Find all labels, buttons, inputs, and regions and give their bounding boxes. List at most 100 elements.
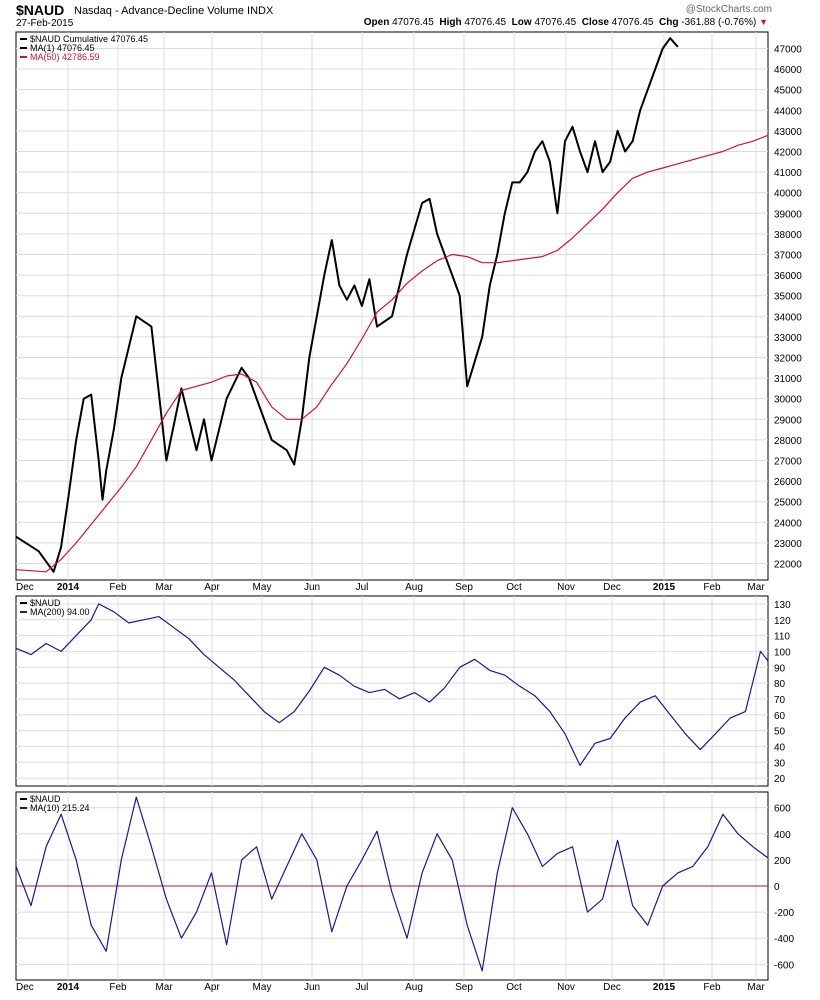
low-value: 47076.45 xyxy=(534,17,577,28)
stockcharts-watermark: @StockCharts.com xyxy=(685,4,772,15)
x-tick-label: Dec xyxy=(16,582,34,593)
y-tick-label: 40000 xyxy=(774,189,802,200)
x-tick-label: Jun xyxy=(304,582,320,593)
x-tick-label: Feb xyxy=(109,582,127,593)
y-tick-label: 28000 xyxy=(774,436,802,447)
x-tick-label: Mar xyxy=(747,582,765,593)
x-tick-label: May xyxy=(253,582,272,593)
x-tick-label: Feb xyxy=(703,982,721,993)
x-tick-label: Feb xyxy=(703,582,721,593)
x-tick-label: Dec xyxy=(603,582,621,593)
down-arrow-icon: ▼ xyxy=(759,17,768,27)
x-tick-label: Mar xyxy=(747,982,765,993)
x-tick-label: Dec xyxy=(603,982,621,993)
x-tick-label: Jul xyxy=(356,582,369,593)
y-tick-label: 80 xyxy=(774,679,786,690)
series-line-ma-50- xyxy=(15,134,769,573)
y-tick-label: 46000 xyxy=(774,65,802,76)
panel-ma200: 20 30 40 50 60 70 80 90 100 110 120 130 $NAUDMA(200)… xyxy=(15,595,791,787)
y-tick-label: 50 xyxy=(774,727,786,738)
y-tick-label: 34000 xyxy=(774,312,802,323)
y-tick-label: 200 xyxy=(774,856,791,867)
y-tick-label: 43000 xyxy=(774,127,802,138)
y-tick-label: 26000 xyxy=(774,477,802,488)
series-line--naud-cumulative xyxy=(15,37,679,573)
x-tick-label: Nov xyxy=(557,582,575,593)
x-tick-label: 2015 xyxy=(653,982,676,993)
x-tick-label: Jul xyxy=(356,982,369,993)
x-tick-label: Oct xyxy=(506,982,522,993)
x-tick-label: Mar xyxy=(155,982,173,993)
y-tick-label: 32000 xyxy=(774,354,802,365)
y-tick-label: 37000 xyxy=(774,250,802,261)
y-tick-label: 36000 xyxy=(774,271,802,282)
y-tick-label: 600 xyxy=(774,804,791,815)
x-tick-label: Dec xyxy=(16,982,34,993)
legend-entry: MA(10) 215.24 xyxy=(30,803,90,813)
legend-entry: $NAUD xyxy=(30,598,61,608)
panel-frame xyxy=(15,31,769,581)
legend-entry: $NAUD xyxy=(30,794,61,804)
y-tick-label: -200 xyxy=(774,908,794,919)
y-tick-label: 30 xyxy=(774,758,786,769)
y-tick-label: -400 xyxy=(774,934,794,945)
y-tick-label: 22000 xyxy=(774,560,802,571)
open-label: Open xyxy=(363,17,390,28)
y-tick-label: 60 xyxy=(774,711,786,722)
y-tick-label: 24000 xyxy=(774,518,802,529)
close-value: 47076.45 xyxy=(611,17,654,28)
x-tick-label: Nov xyxy=(557,982,575,993)
legend-entry: MA(1) 47076.45 xyxy=(30,43,95,53)
high-label: High xyxy=(439,17,462,28)
legend-entry: $NAUD Cumulative 47076.45 xyxy=(30,34,148,44)
x-tick-label: May xyxy=(253,982,272,993)
x-tick-label: Apr xyxy=(204,582,220,593)
series-line-ma-200- xyxy=(15,603,769,767)
panel-main: 22000 23000 24000 25000 26000 27000 28000 29000… xyxy=(15,31,802,593)
x-tick-label: Feb xyxy=(109,982,127,993)
y-tick-label: 23000 xyxy=(774,539,802,550)
y-tick-label: 27000 xyxy=(774,457,802,468)
y-tick-label: 25000 xyxy=(774,498,802,509)
y-tick-label: 47000 xyxy=(774,44,802,55)
open-value: 47076.45 xyxy=(392,17,434,28)
y-tick-label: -600 xyxy=(774,960,794,971)
x-tick-label: Mar xyxy=(155,582,173,593)
x-tick-label: Oct xyxy=(506,582,522,593)
y-tick-label: 39000 xyxy=(774,209,802,220)
ohlc-readout: Open 47076.45 High 47076.45 Low 47076.45… xyxy=(364,17,768,28)
y-tick-label: 42000 xyxy=(774,147,802,158)
y-tick-label: 29000 xyxy=(774,415,802,426)
y-tick-label: 30000 xyxy=(774,395,802,406)
x-tick-label: Jun xyxy=(304,982,320,993)
y-tick-label: 33000 xyxy=(774,333,802,344)
y-tick-label: 44000 xyxy=(774,106,802,117)
y-tick-label: 45000 xyxy=(774,86,802,97)
chg-value: -361.88 (-0.76%) xyxy=(681,17,757,28)
y-tick-label: 400 xyxy=(774,830,791,841)
symbol-title: $NAUD xyxy=(16,2,65,18)
close-label: Close xyxy=(581,17,609,28)
y-tick-label: 70 xyxy=(774,695,786,706)
x-tick-label: Aug xyxy=(405,582,423,593)
y-tick-label: 35000 xyxy=(774,292,802,303)
x-tick-label: Sep xyxy=(455,582,473,593)
x-tick-label: Sep xyxy=(455,982,473,993)
y-tick-label: 40 xyxy=(774,742,786,753)
chart-header: $NAUD Nasdaq - Advance-Decline Volume IN… xyxy=(16,0,772,32)
low-label: Low xyxy=(511,17,532,28)
y-tick-label: 130 xyxy=(774,600,791,611)
chart-date: 27-Feb-2015 xyxy=(16,18,74,29)
legend-entry: MA(50) 42786.59 xyxy=(30,52,100,62)
x-tick-label: Apr xyxy=(204,982,220,993)
chg-label: Chg xyxy=(659,17,679,28)
y-tick-label: 100 xyxy=(774,647,791,658)
y-tick-label: 41000 xyxy=(774,168,802,179)
series-line-ma-10- xyxy=(15,796,769,972)
y-tick-label: 120 xyxy=(774,616,791,627)
y-tick-label: 110 xyxy=(774,632,790,643)
y-tick-label: 90 xyxy=(774,663,786,674)
high-value: 47076.45 xyxy=(464,17,507,28)
